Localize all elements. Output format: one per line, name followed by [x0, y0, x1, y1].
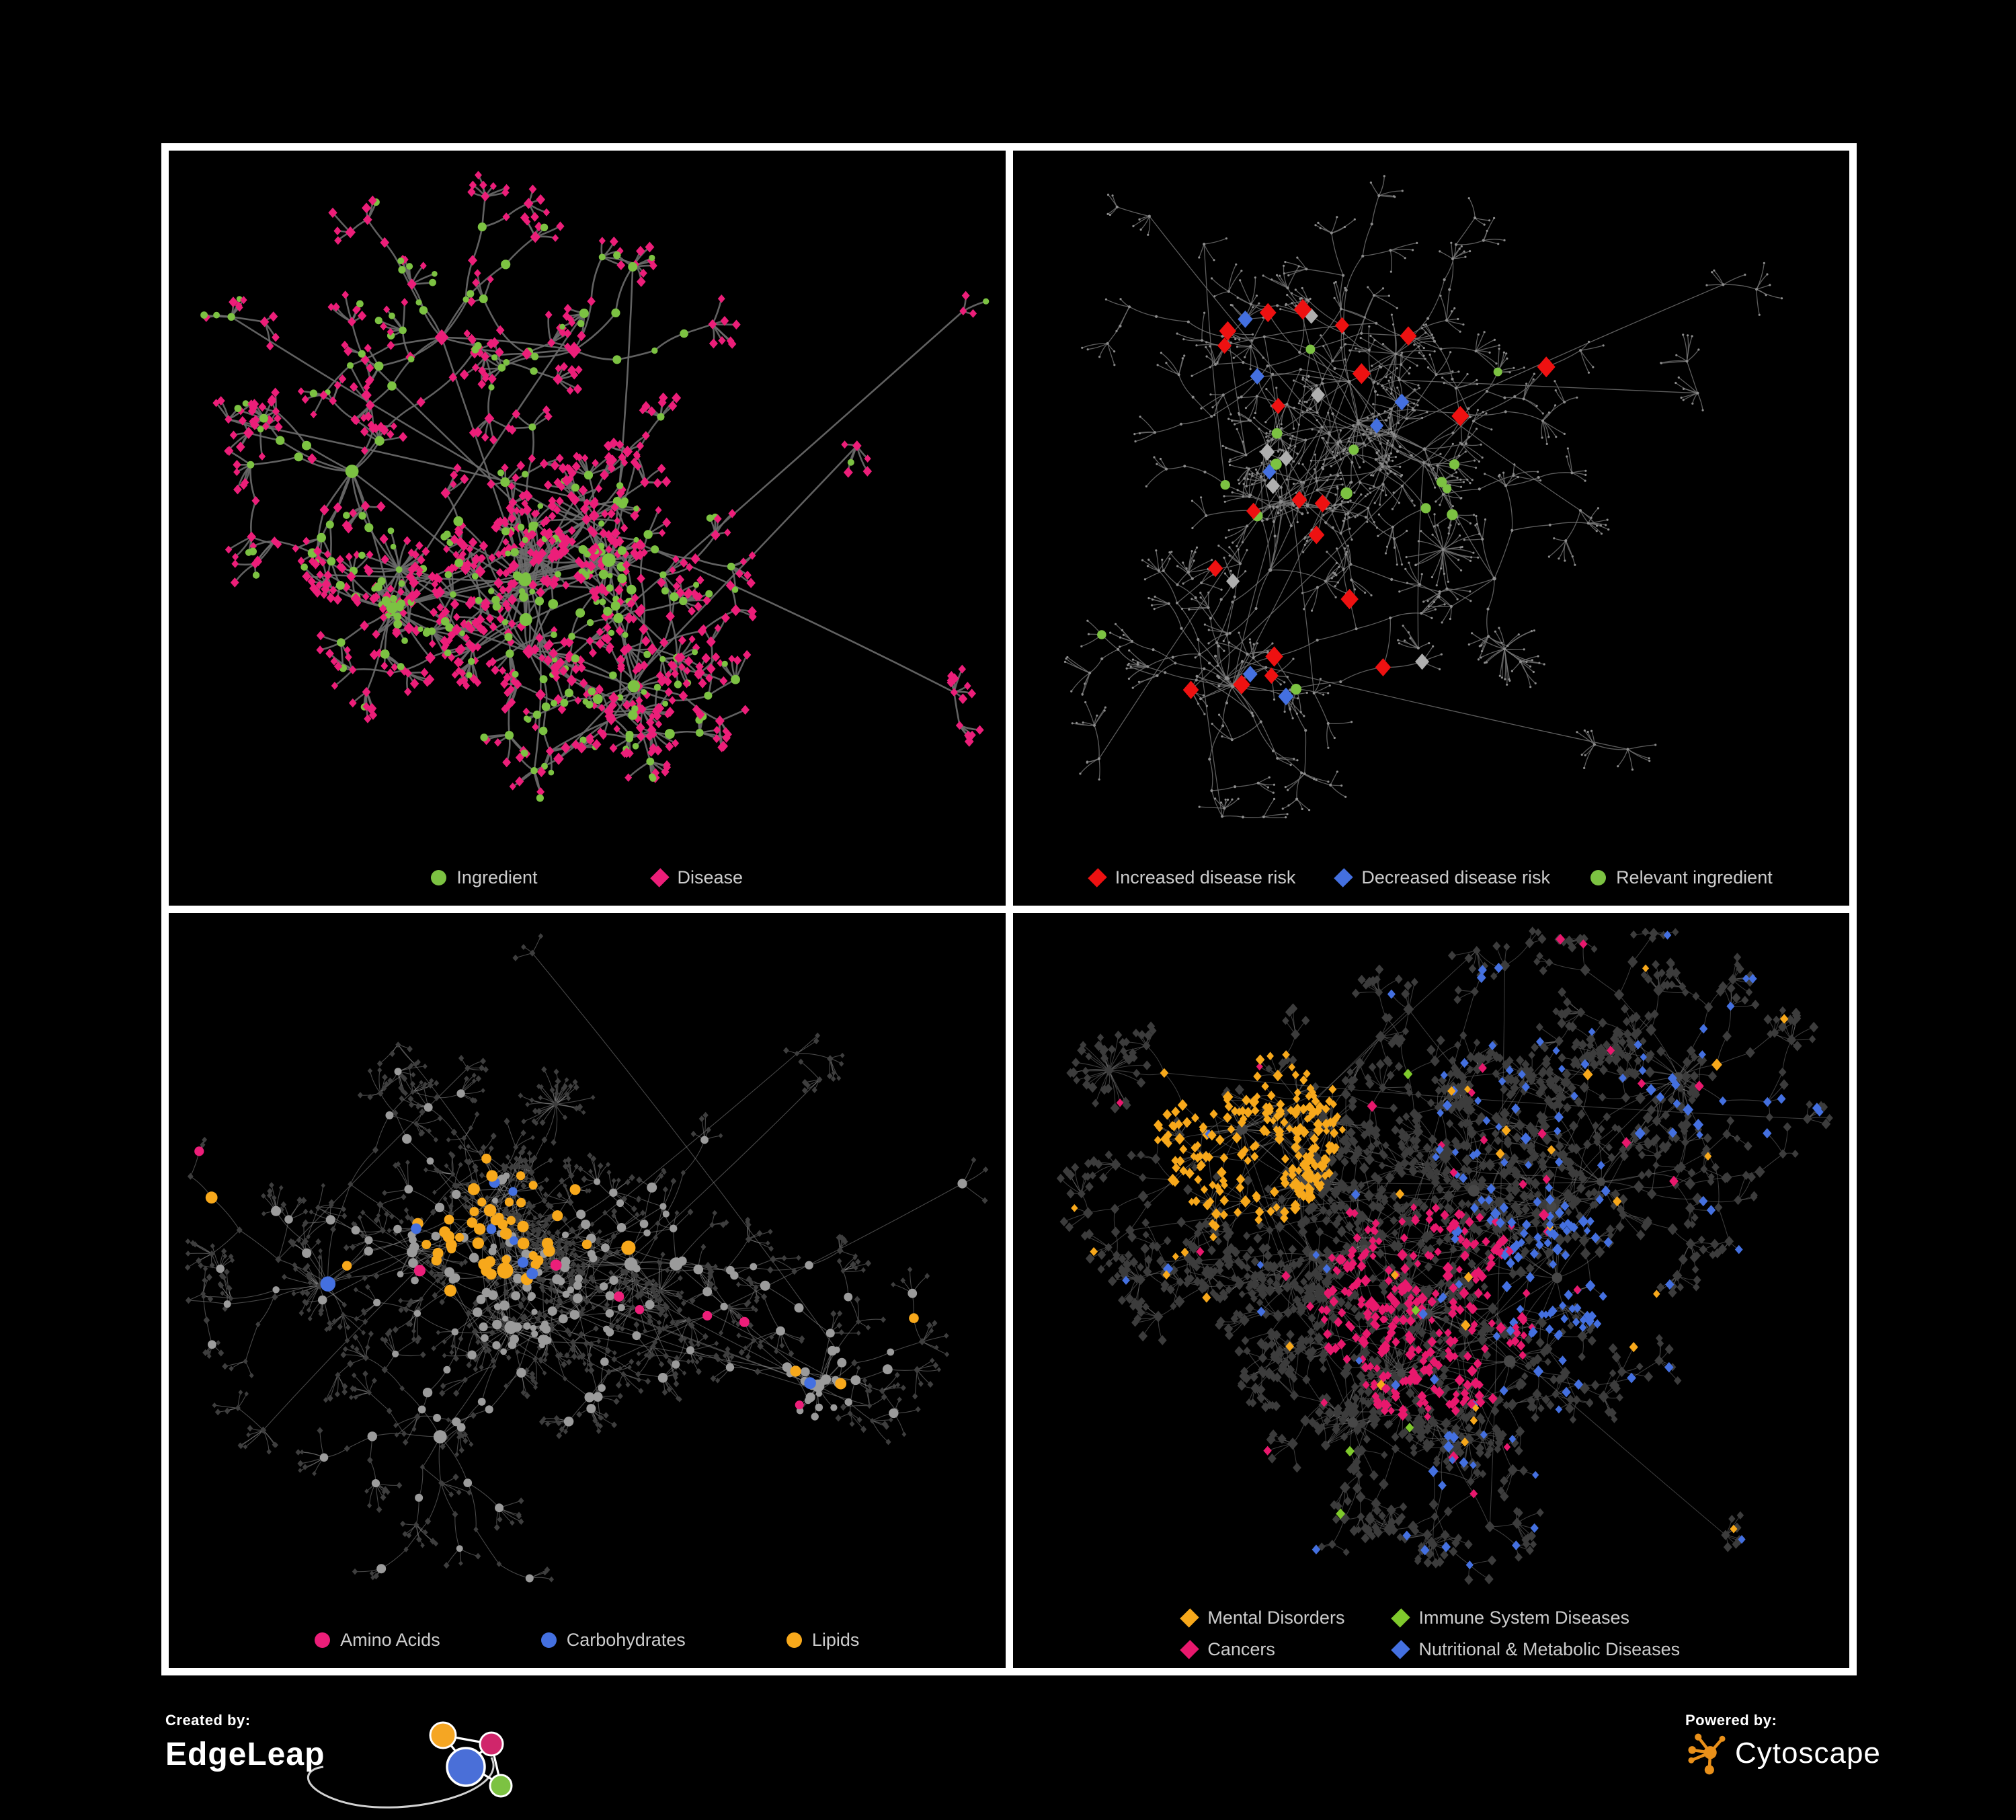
legend-label: Immune System Diseases: [1418, 1608, 1630, 1628]
legend-label: Relevant ingredient: [1616, 867, 1773, 887]
ingredient-classes-network-graph: [184, 933, 989, 1583]
mental-disorders-diamond-icon: [1180, 1608, 1200, 1628]
decreased-risk-diamond-icon: [1334, 868, 1354, 887]
legend-label: Lipids: [811, 1630, 860, 1650]
legend-ingredient-disease: Ingredient Disease: [169, 867, 1006, 888]
legend-disease-risk: Increased disease risk Decreased disease…: [1013, 867, 1850, 888]
ingredient-disease-network-graph: [200, 171, 990, 802]
footer: Created by: EdgeLeap Powered by:: [0, 1675, 2016, 1820]
edgeleap-credit: Created by: EdgeLeap: [165, 1712, 513, 1809]
legend-disease-classes: Mental Disorders Immune System Diseases …: [1013, 1608, 1850, 1660]
disease-diamond-icon: [649, 868, 670, 887]
nutritional-metabolic-diamond-icon: [1391, 1640, 1411, 1659]
powered-by-label: Powered by:: [1685, 1712, 1777, 1729]
lipids-circle-icon: [786, 1632, 802, 1648]
cytoscape-logo-icon: [1688, 1733, 1726, 1775]
edgeleap-wordmark: EdgeLeap: [165, 1737, 325, 1772]
legend-item-nutritional-metabolic-diseases: Nutritional & Metabolic Diseases: [1391, 1639, 1681, 1660]
cancers-diamond-icon: [1180, 1640, 1200, 1659]
legend-label: Increased disease risk: [1115, 867, 1296, 887]
disease-risk-network-graph: [1063, 175, 1783, 819]
amino-acids-circle-icon: [315, 1632, 331, 1648]
legend-ingredient-classes: Amino Acids Carbohydrates Lipids: [169, 1630, 1006, 1651]
legend-item-carbohydrates: Carbohydrates: [540, 1630, 686, 1651]
legend-item-increased-risk: Increased disease risk: [1088, 867, 1296, 888]
legend-label: Carbohydrates: [566, 1630, 686, 1650]
relevant-ingredient-circle-icon: [1590, 870, 1607, 885]
legend-item-amino-acids: Amino Acids: [315, 1630, 440, 1651]
panel-disease-risk: Increased disease risk Decreased disease…: [1012, 151, 1850, 906]
panel-ingredient-disease: Ingredient Disease: [169, 151, 1006, 906]
panel-disease-classes: Mental Disorders Immune System Diseases …: [1012, 913, 1850, 1668]
legend-item-relevant-ingredient: Relevant ingredient: [1590, 867, 1773, 888]
legend-label: Ingredient: [456, 867, 538, 887]
disease-classes-network-graph: [1056, 926, 1833, 1585]
carbohydrates-circle-icon: [540, 1632, 557, 1648]
legend-item-ingredient: Ingredient: [431, 867, 538, 888]
edgeleap-logo: EdgeLeap: [165, 1721, 513, 1809]
legend-label: Decreased disease risk: [1361, 867, 1551, 887]
panel-ingredient-classes: Amino Acids Carbohydrates Lipids: [169, 913, 1006, 1668]
legend-label: Disease: [677, 867, 743, 887]
immune-system-diamond-icon: [1391, 1608, 1411, 1628]
legend-item-cancers: Cancers: [1180, 1639, 1344, 1660]
cytoscape-wordmark: Cytoscape: [1735, 1737, 1881, 1770]
ingredient-circle-icon: [431, 870, 447, 885]
cytoscape-logo: Cytoscape: [1685, 1732, 1881, 1775]
panel-grid: Ingredient Disease Increased disease ris…: [161, 143, 1857, 1675]
legend-label: Mental Disorders: [1207, 1608, 1345, 1628]
cytoscape-credit: Powered by: Cytosc: [1685, 1712, 1881, 1775]
legend-label: Amino Acids: [340, 1630, 440, 1650]
legend-label: Cancers: [1207, 1639, 1275, 1659]
legend-item-disease: Disease: [649, 867, 743, 888]
legend-item-lipids: Lipids: [786, 1630, 860, 1651]
legend-label: Nutritional & Metabolic Diseases: [1418, 1639, 1681, 1659]
legend-item-decreased-risk: Decreased disease risk: [1334, 867, 1551, 888]
legend-item-mental-disorders: Mental Disorders: [1180, 1608, 1345, 1628]
increased-risk-diamond-icon: [1088, 868, 1107, 887]
legend-item-immune-system-diseases: Immune System Diseases: [1391, 1608, 1680, 1628]
edgeleap-logo-icon: [307, 1721, 513, 1809]
created-by-label: Created by:: [165, 1712, 251, 1729]
